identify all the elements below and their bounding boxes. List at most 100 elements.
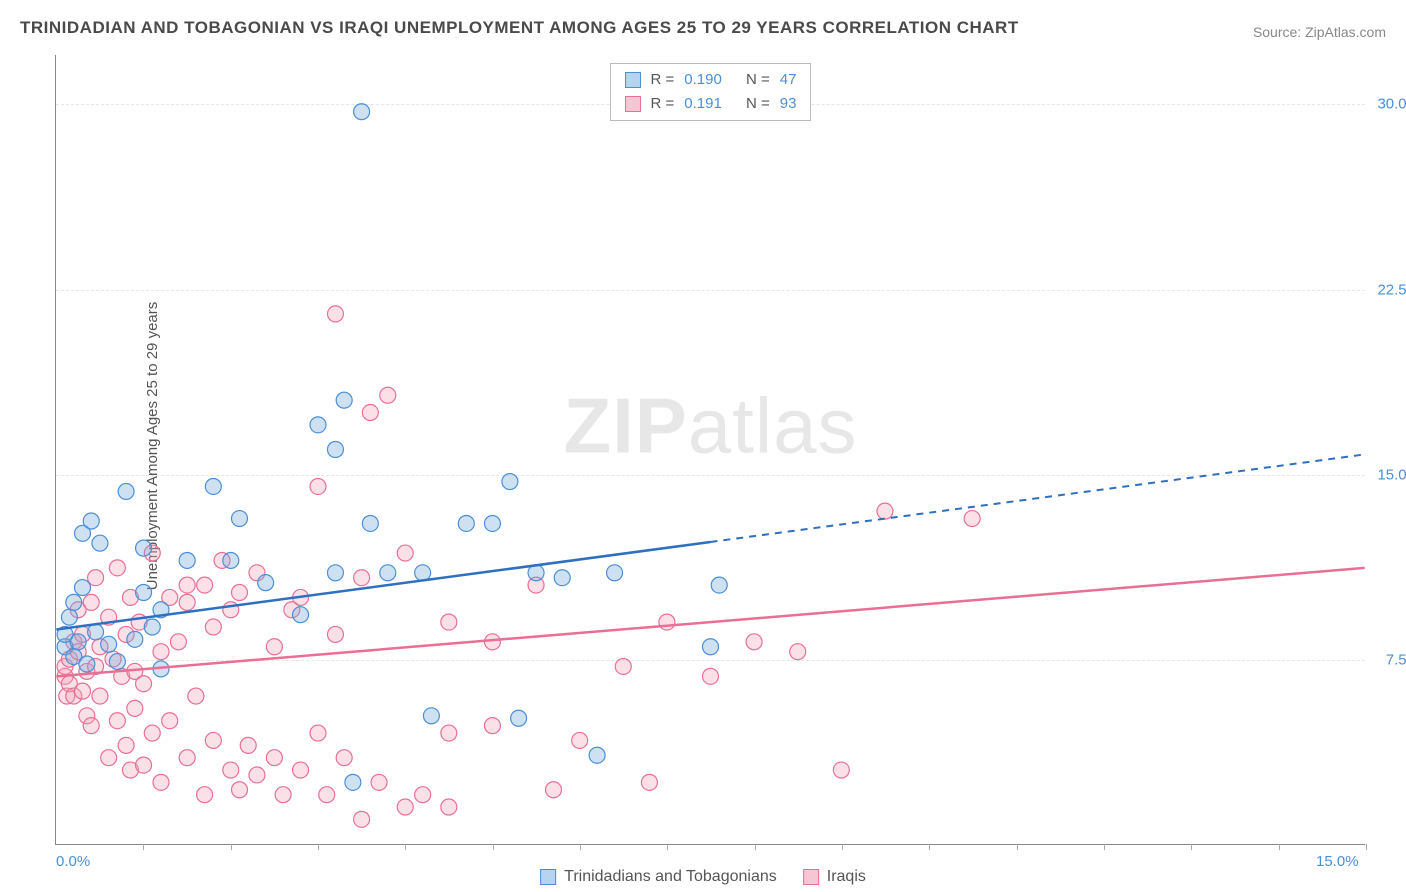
scatter-point-blue: [327, 442, 343, 458]
scatter-point-blue: [136, 540, 152, 556]
scatter-point-blue: [232, 511, 248, 527]
scatter-point-blue: [88, 624, 104, 640]
scatter-point-pink: [371, 774, 387, 790]
scatter-point-blue: [101, 636, 117, 652]
legend-item-blue: Trinidadians and Tobagonians: [540, 868, 777, 886]
scatter-point-pink: [162, 713, 178, 729]
legend: Trinidadians and Tobagonians Iraqis: [540, 868, 866, 886]
x-tick-label: 0.0%: [56, 853, 90, 870]
scatter-point-blue: [423, 708, 439, 724]
scatter-point-blue: [92, 535, 108, 551]
n-value-blue: 47: [780, 68, 797, 92]
scatter-point-pink: [441, 799, 457, 815]
scatter-point-blue: [458, 515, 474, 531]
scatter-point-blue: [345, 774, 361, 790]
scatter-point-blue: [415, 565, 431, 581]
scatter-point-pink: [232, 782, 248, 798]
scatter-point-pink: [249, 767, 265, 783]
scatter-point-pink: [964, 511, 980, 527]
scatter-point-pink: [310, 725, 326, 741]
swatch-blue-icon: [540, 869, 556, 885]
scatter-point-pink: [197, 787, 213, 803]
scatter-point-blue: [502, 474, 518, 490]
scatter-point-pink: [327, 306, 343, 322]
scatter-point-pink: [310, 478, 326, 494]
swatch-pink-icon: [625, 96, 641, 112]
x-tickmark: [580, 844, 581, 850]
scatter-point-pink: [92, 688, 108, 704]
n-value-pink: 93: [780, 92, 797, 116]
scatter-point-pink: [641, 774, 657, 790]
scatter-point-pink: [179, 594, 195, 610]
scatter-point-blue: [83, 513, 99, 529]
correlation-stats-box: R = 0.190 N = 47 R = 0.191 N = 93: [610, 63, 812, 121]
scatter-point-pink: [75, 683, 91, 699]
scatter-point-pink: [240, 737, 256, 753]
legend-item-pink: Iraqis: [803, 868, 866, 886]
legend-label-blue: Trinidadians and Tobagonians: [564, 868, 777, 886]
scatter-point-blue: [554, 570, 570, 586]
scatter-point-blue: [703, 639, 719, 655]
scatter-point-pink: [127, 700, 143, 716]
scatter-point-pink: [833, 762, 849, 778]
scatter-point-blue: [66, 594, 82, 610]
chart-title: TRINIDADIAN AND TOBAGONIAN VS IRAQI UNEM…: [20, 18, 1019, 38]
scatter-point-blue: [380, 565, 396, 581]
scatter-point-pink: [153, 644, 169, 660]
scatter-point-blue: [144, 619, 160, 635]
trendline-blue-dashed: [711, 454, 1365, 542]
r-value-blue: 0.190: [684, 68, 722, 92]
scatter-point-pink: [83, 594, 99, 610]
scatter-point-pink: [83, 718, 99, 734]
scatter-point-pink: [397, 545, 413, 561]
x-tickmark: [842, 844, 843, 850]
scatter-point-pink: [136, 757, 152, 773]
scatter-point-pink: [319, 787, 335, 803]
scatter-point-blue: [336, 392, 352, 408]
x-tickmark: [755, 844, 756, 850]
x-tickmark: [1366, 844, 1367, 850]
scatter-point-blue: [258, 575, 274, 591]
scatter-point-pink: [703, 668, 719, 684]
scatter-point-pink: [380, 387, 396, 403]
scatter-point-pink: [397, 799, 413, 815]
scatter-point-pink: [197, 577, 213, 593]
scatter-point-blue: [127, 631, 143, 647]
scatter-point-pink: [136, 676, 152, 692]
scatter-point-blue: [511, 710, 527, 726]
r-label: R =: [651, 68, 675, 92]
swatch-pink-icon: [803, 869, 819, 885]
n-label: N =: [746, 68, 770, 92]
chart-plot-area: ZIPatlas R = 0.190 N = 47 R = 0.191 N = …: [55, 55, 1365, 845]
scatter-point-blue: [354, 104, 370, 120]
x-tickmark: [1017, 844, 1018, 850]
scatter-point-blue: [205, 478, 221, 494]
scatter-point-pink: [88, 570, 104, 586]
scatter-point-blue: [70, 634, 86, 650]
scatter-point-blue: [607, 565, 623, 581]
x-tickmark: [1191, 844, 1192, 850]
scatter-point-pink: [170, 634, 186, 650]
x-tick-label: 15.0%: [1316, 853, 1359, 870]
scatter-point-pink: [877, 503, 893, 519]
x-tickmark: [493, 844, 494, 850]
scatter-point-blue: [109, 654, 125, 670]
scatter-point-pink: [615, 658, 631, 674]
scatter-point-blue: [362, 515, 378, 531]
scatter-point-pink: [327, 626, 343, 642]
scatter-point-pink: [415, 787, 431, 803]
y-tick-label: 22.5%: [1377, 281, 1406, 298]
scatter-point-blue: [484, 515, 500, 531]
scatter-point-pink: [275, 787, 291, 803]
x-tickmark: [1279, 844, 1280, 850]
y-tick-label: 15.0%: [1377, 466, 1406, 483]
scatter-point-pink: [659, 614, 675, 630]
scatter-point-pink: [546, 782, 562, 798]
x-tickmark: [318, 844, 319, 850]
scatter-point-pink: [354, 811, 370, 827]
scatter-point-pink: [205, 619, 221, 635]
scatter-point-blue: [61, 609, 77, 625]
scatter-point-blue: [711, 577, 727, 593]
r-value-pink: 0.191: [684, 92, 722, 116]
x-tickmark: [667, 844, 668, 850]
